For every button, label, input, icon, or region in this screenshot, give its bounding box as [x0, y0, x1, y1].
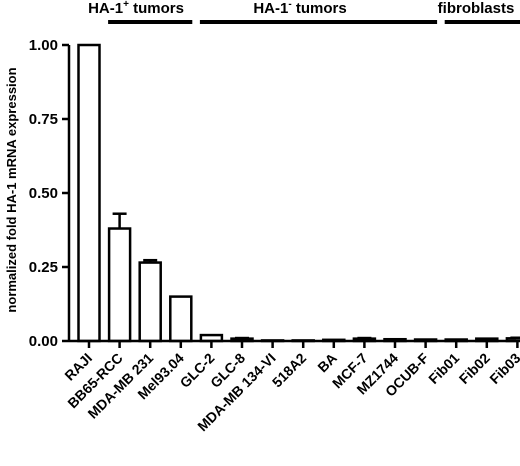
- bar: [107, 227, 132, 343]
- x-tick-label: Fib03: [486, 350, 520, 387]
- bar: [138, 261, 162, 343]
- bar: [169, 295, 193, 343]
- y-axis-title: normalized fold HA-1 mRNA expression: [4, 67, 19, 312]
- bar: [77, 43, 101, 343]
- y-axis: 0.00 0.25 0.50 0.75 1.00: [29, 37, 71, 350]
- x-tick-label: 518A2: [269, 350, 310, 391]
- group-label-sup: +: [123, 0, 129, 10]
- group-label-main: fibroblasts: [438, 0, 515, 17]
- group-label-sup: -: [288, 0, 291, 10]
- group-label: fibroblasts: [438, 0, 515, 17]
- group-label-rest: tumors: [292, 0, 347, 17]
- group-label-main: HA-1: [253, 0, 288, 17]
- y-tick-label: 0.25: [29, 259, 58, 276]
- x-tick-label: Fib02: [456, 350, 493, 387]
- group-label-rest: tumors: [129, 0, 184, 17]
- y-tick-label: 1.00: [29, 37, 58, 54]
- y-tick-label: 0.50: [29, 185, 58, 202]
- group-brackets: HA-1+ tumors HA-1- tumors fibroblasts: [88, 0, 520, 24]
- group-label-main: HA-1: [88, 0, 123, 17]
- y-tick-label: 0.75: [29, 111, 58, 128]
- group-label: HA-1- tumors: [253, 0, 346, 17]
- group-label: HA-1+ tumors: [88, 0, 184, 17]
- bars: [77, 43, 520, 343]
- y-tick-label: 0.00: [29, 333, 58, 350]
- x-tick-label: Fib01: [425, 350, 462, 387]
